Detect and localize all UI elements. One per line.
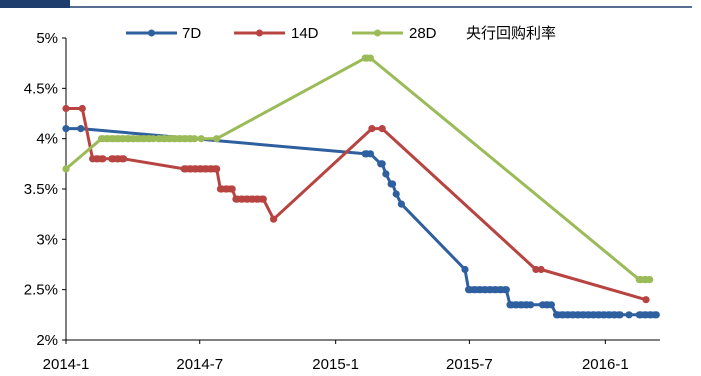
data-point-14d	[259, 195, 267, 203]
series-line-28d	[65, 56, 650, 282]
data-point-7d	[652, 311, 660, 319]
data-point-7d	[62, 125, 70, 133]
data-point-7d	[502, 286, 510, 294]
data-point-28d	[62, 165, 70, 173]
plot-area: 2% 2.5% 3% 3.5% 4% 4.5% 5% 2014-1 2014-7 2015-1 20…	[24, 30, 660, 373]
data-point-7d	[382, 170, 390, 178]
y-tick-label: 3%	[36, 231, 58, 248]
data-point-7d	[77, 125, 85, 133]
series-28d	[62, 54, 654, 284]
chart-title: 央行回购利率	[466, 24, 556, 42]
header-tab	[0, 0, 70, 8]
data-point-14d	[537, 265, 545, 274]
header-rule	[0, 0, 692, 8]
data-point-7d	[378, 160, 386, 168]
x-tick-label: 2014-7	[176, 356, 223, 373]
data-point-14d	[120, 155, 128, 163]
y-tick-label: 2%	[36, 332, 58, 349]
data-point-28d	[213, 135, 221, 143]
data-point-7d	[392, 190, 400, 198]
legend: 7D 14D 28D 央行回购利率	[126, 24, 556, 42]
data-point-7d	[625, 311, 633, 319]
legend-label-28d: 28D	[409, 25, 437, 42]
series-14d	[62, 104, 650, 304]
data-point-14d	[213, 165, 221, 173]
legend-marker-7d	[148, 29, 155, 37]
data-point-28d	[646, 276, 654, 284]
x-tick-label: 2016-1	[582, 356, 629, 373]
data-point-7d	[547, 301, 556, 309]
y-tick-label: 5%	[36, 30, 58, 47]
data-point-14d	[62, 104, 70, 113]
data-point-14d	[642, 296, 650, 304]
data-point-7d	[397, 200, 405, 208]
x-tick-label: 2015-1	[312, 356, 359, 373]
data-point-14d	[270, 215, 278, 223]
data-point-28d	[366, 54, 374, 62]
y-tick-label: 4%	[36, 131, 58, 148]
data-point-14d	[99, 155, 107, 163]
data-point-7d	[389, 180, 397, 188]
legend-marker-14d	[256, 29, 263, 37]
data-point-28d	[191, 135, 199, 143]
y-tick-label: 3.5%	[24, 181, 58, 198]
data-point-14d	[368, 125, 376, 133]
data-point-14d	[228, 185, 236, 193]
data-point-14d	[378, 125, 386, 133]
y-tick-label: 4.5%	[24, 80, 58, 97]
legend-label-14d: 14D	[291, 25, 319, 42]
data-point-14d	[78, 104, 86, 113]
y-tick-label: 2.5%	[24, 282, 58, 299]
data-point-14d	[532, 265, 540, 274]
data-point-28d	[149, 135, 157, 143]
legend-marker-28d	[374, 29, 381, 37]
data-point-7d	[366, 150, 374, 158]
data-point-7d	[527, 301, 535, 309]
data-point-7d	[616, 311, 624, 319]
x-tick-label: 2015-7	[446, 356, 493, 373]
series-7d	[62, 125, 660, 319]
data-point-28d	[197, 135, 205, 143]
data-point-7d	[461, 265, 469, 274]
x-tick-label: 2014-1	[43, 356, 90, 373]
legend-label-7d: 7D	[182, 25, 201, 42]
